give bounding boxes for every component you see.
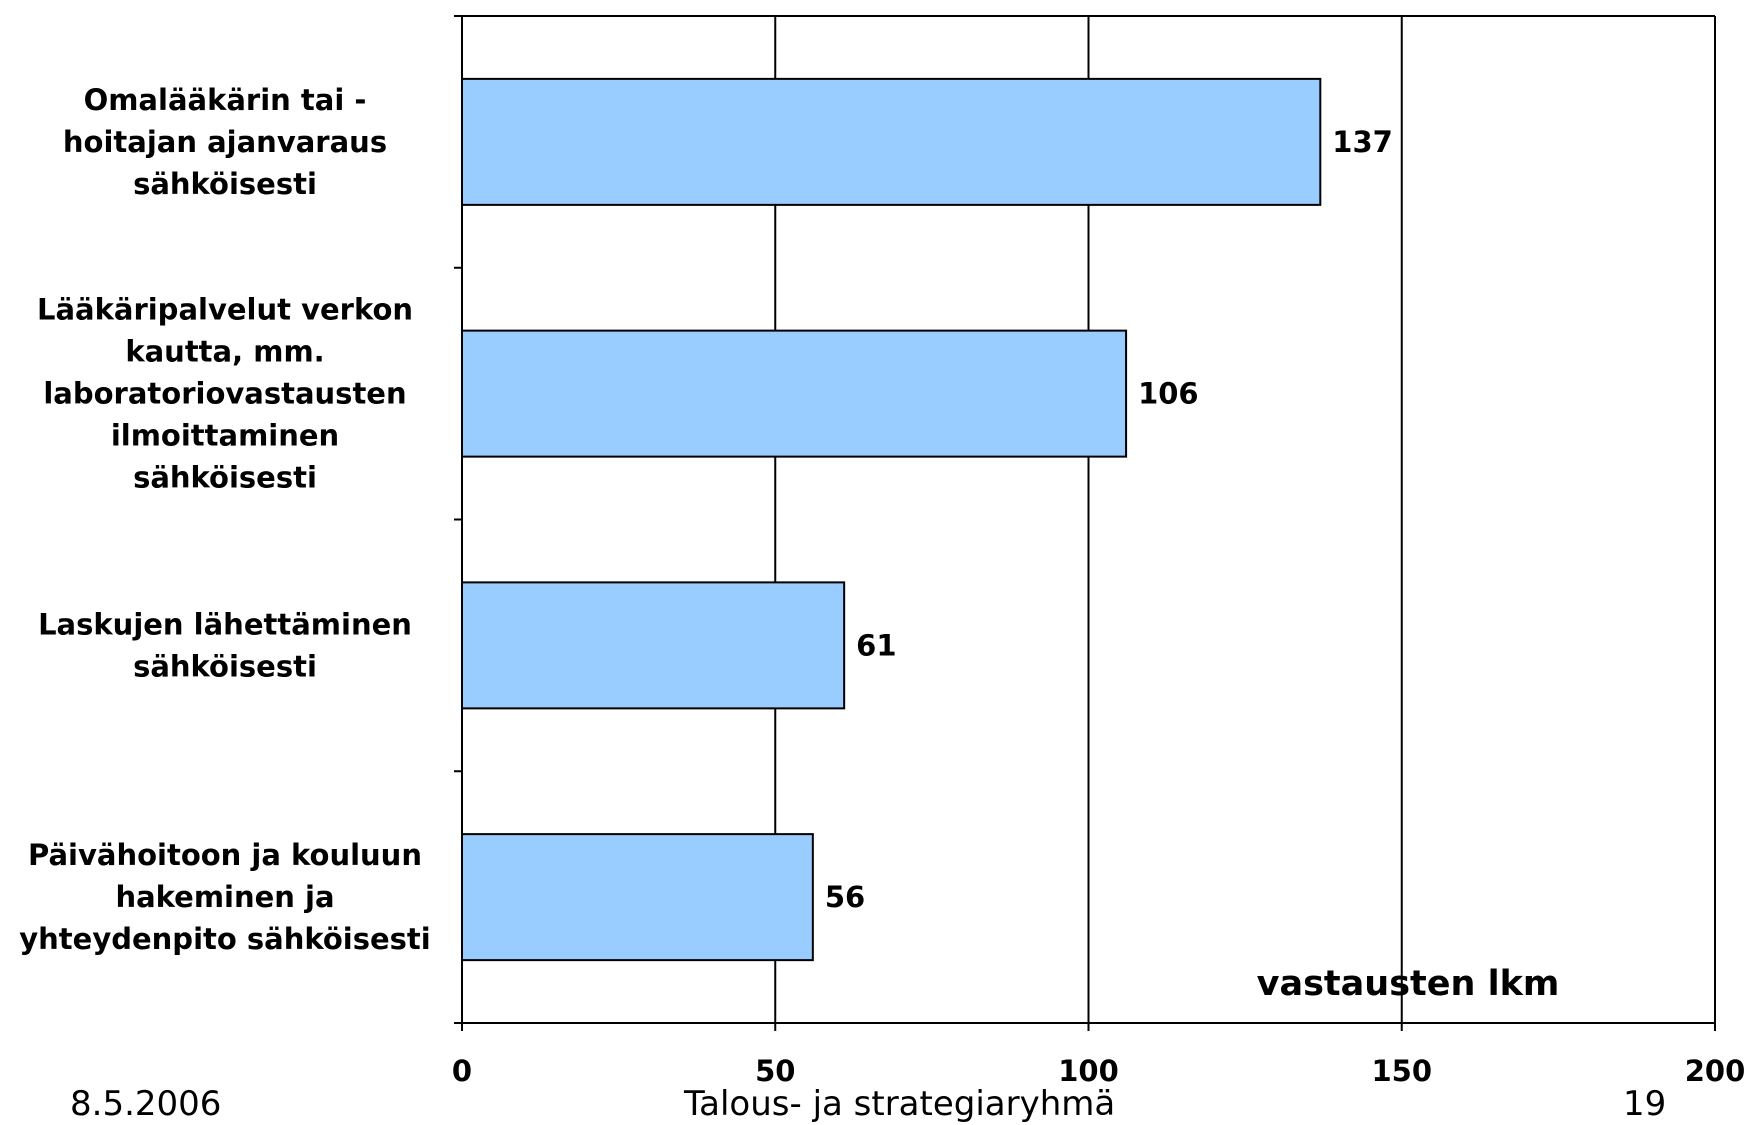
category-label-line: sähköisesti [133, 167, 317, 201]
bar-value-label: 106 [1138, 377, 1199, 411]
category-label: Päivähoitoon ja kouluun hakeminen ja yhtey… [19, 838, 430, 956]
category-label-line: hakeminen ja [115, 880, 334, 914]
bar [461, 77, 1322, 206]
category-label-line: ilmoittaminen [111, 419, 339, 453]
footer-organization: Talous- ja strategiaryhmä [684, 1084, 1116, 1124]
bar-value-label: 137 [1332, 125, 1393, 159]
footer-date: 8.5.2006 [70, 1084, 222, 1124]
x-tick-label: 50 [755, 1054, 795, 1088]
x-tick-label: 150 [1371, 1054, 1432, 1088]
category-label-line: sähköisesti [133, 461, 317, 495]
category-label-line: Laskujen lähettäminen [38, 607, 412, 641]
bar [461, 581, 846, 710]
category-label-line: Omalääkärin tai - [84, 83, 367, 117]
x-tick-label: 0 [452, 1054, 472, 1088]
x-axis-title: vastausten lkm [1257, 964, 1560, 1004]
category-label-line: hoitajan ajanvaraus [63, 125, 387, 159]
category-label: Laskujen lähettäminen sähköisesti [38, 607, 412, 683]
bar [461, 329, 1128, 458]
bar [461, 833, 814, 962]
axes [454, 15, 1716, 1031]
category-label-line: laboratoriovastausten [43, 377, 406, 411]
labels: 0 50 100 150 200 137 Omalääkärin tai - hoitajan… [19, 83, 1745, 1088]
bars [461, 77, 1322, 962]
category-label-line: yhteydenpito sähköisesti [19, 922, 430, 956]
category-label-line: Lääkäripalvelut verkon [37, 293, 413, 327]
category-label: Omalääkärin tai - hoitajan ajanvaraus sähk… [63, 83, 387, 201]
x-tick-label: 200 [1685, 1054, 1746, 1088]
category-label: Lääkäripalvelut verkon kautta, mm. laborat… [37, 293, 413, 495]
category-label-line: kautta, mm. [125, 335, 324, 369]
bar-value-label: 56 [825, 880, 865, 914]
category-label-line: Päivähoitoon ja kouluun [28, 838, 422, 872]
bar-value-label: 61 [856, 628, 896, 662]
category-label-line: sähköisesti [133, 649, 317, 683]
x-tick-label: 100 [1058, 1054, 1119, 1088]
footer-page-number: 19 [1623, 1084, 1667, 1124]
